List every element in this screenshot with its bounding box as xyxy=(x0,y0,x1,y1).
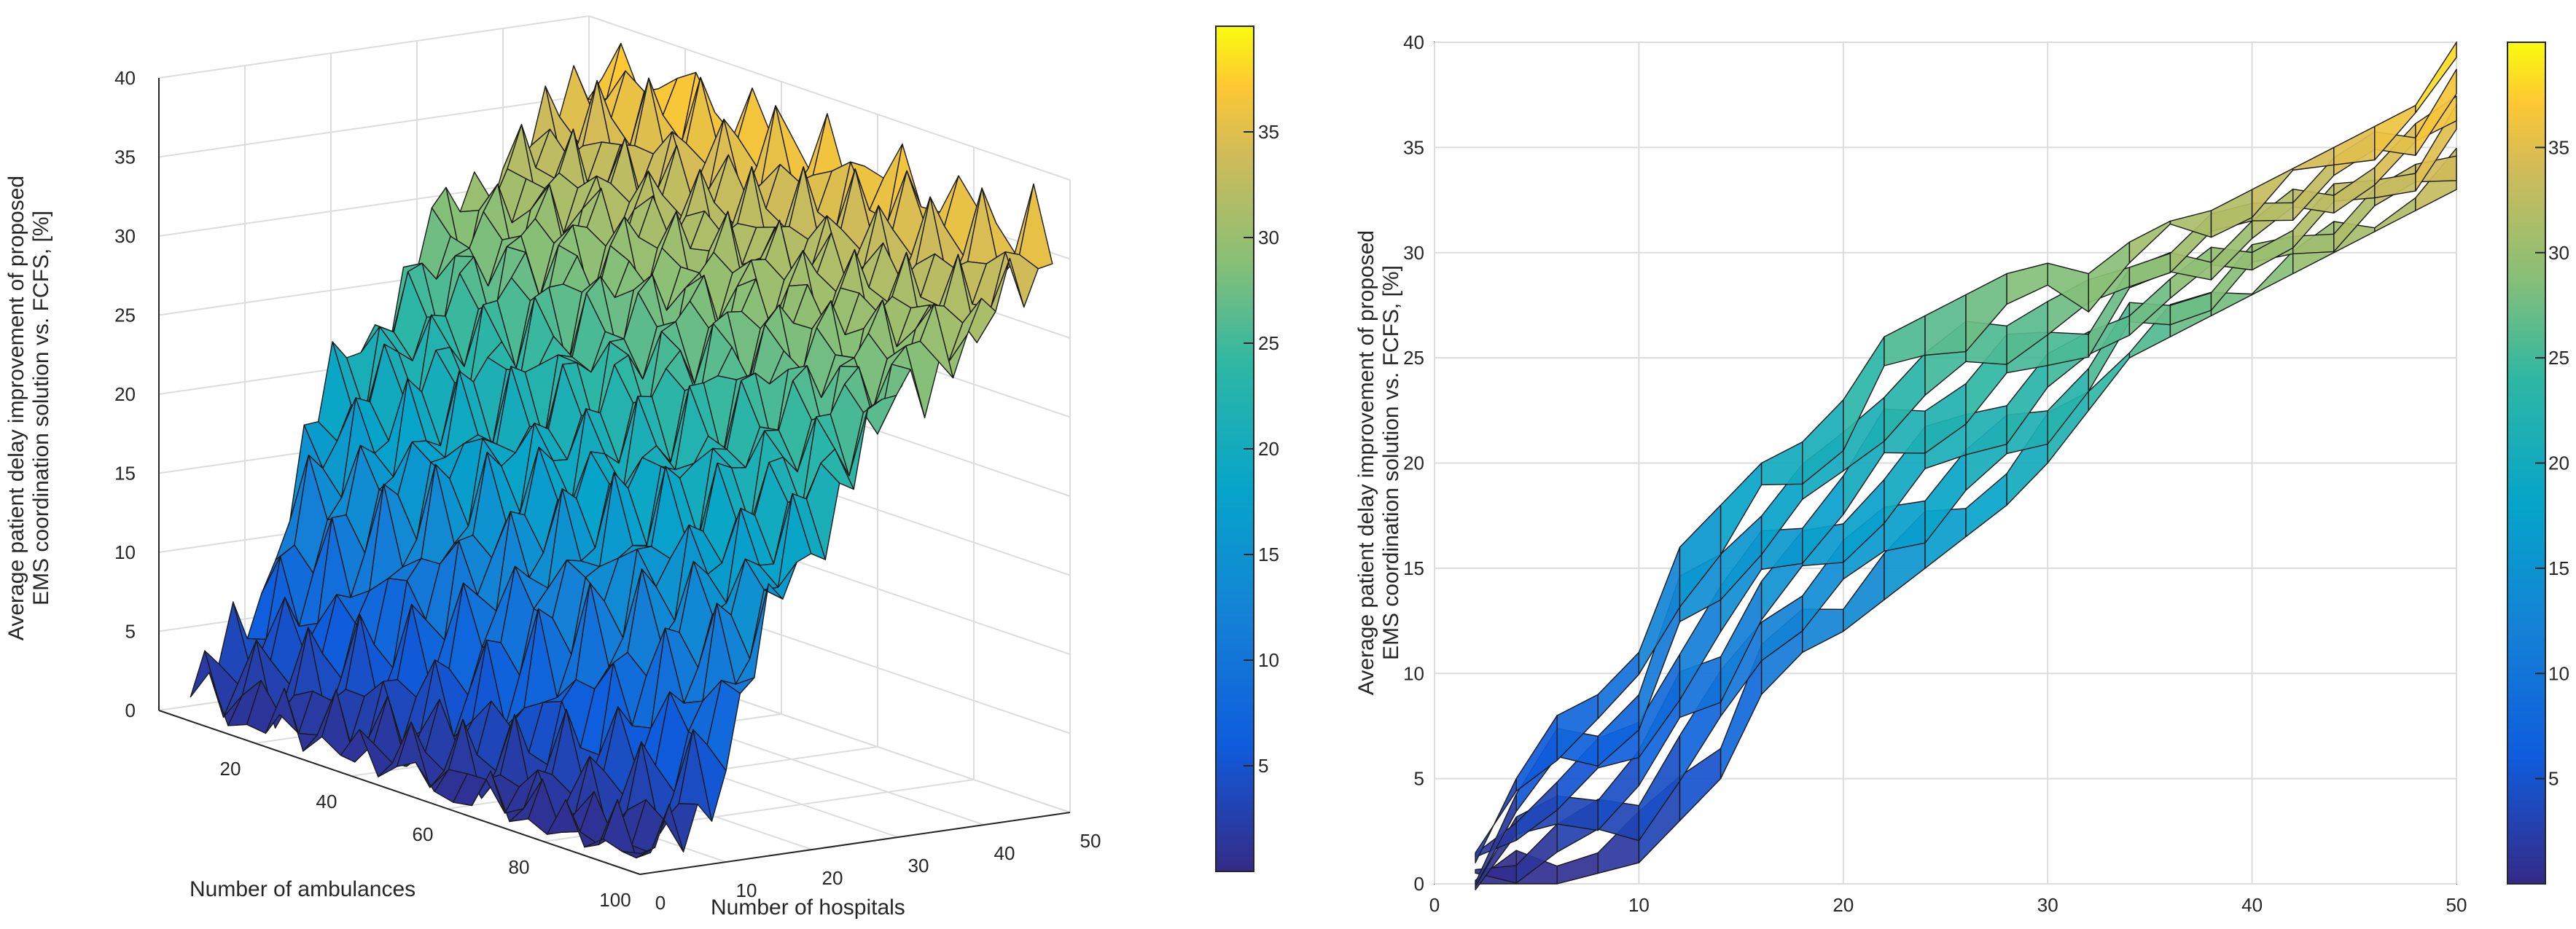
z-tick-label: 25 xyxy=(114,305,136,326)
axis-ticks: 0 10 20 30 40 50 0 5 10 15 20 25 30 35 40 xyxy=(1403,31,2467,916)
x-tick-label: 30 xyxy=(2037,894,2058,916)
colorbar-tick-label: 15 xyxy=(1258,544,1279,565)
x-tick-label: 100 xyxy=(599,889,631,911)
z-tick-label: 0 xyxy=(125,699,136,721)
y-tick-label: 35 xyxy=(1403,136,1424,158)
z-tick-label: 10 xyxy=(114,541,136,563)
z-axis-label-line2: EMS coordination solution vs. FCFS, [%] xyxy=(29,211,53,605)
y-tick-label: 5 xyxy=(1414,768,1424,790)
x-tick-label: 10 xyxy=(1628,894,1650,916)
y-axis-label: Number of hospitals xyxy=(711,895,905,920)
y-tick-label: 40 xyxy=(1403,31,1424,53)
y-tick-label: 0 xyxy=(655,892,666,914)
colorbar-tick-label: 5 xyxy=(2548,768,2559,790)
surface-patch xyxy=(2415,42,2457,114)
colorbar-tick-label: 10 xyxy=(2548,662,2569,684)
axis-line xyxy=(639,812,1071,875)
x-tick-label: 20 xyxy=(1833,894,1854,916)
colorbar-tick-label: 10 xyxy=(1258,649,1279,671)
z-tick-label: 15 xyxy=(114,463,136,485)
z-tick-label: 30 xyxy=(114,225,136,247)
y-tick-label: 10 xyxy=(736,879,757,901)
y-tick-label: 0 xyxy=(1414,873,1424,895)
colorbar-tick-label: 20 xyxy=(2548,452,2569,474)
y-tick-label: 15 xyxy=(1403,557,1424,579)
colorbar-ticks: 5 10 15 20 25 30 35 xyxy=(2535,136,2569,790)
grid-line xyxy=(588,15,1071,181)
x-tick-label: 60 xyxy=(413,823,434,845)
z-tick-label: 40 xyxy=(114,67,136,89)
colorbar-tick-label: 35 xyxy=(1258,121,1279,143)
colorbar-tick-label: 25 xyxy=(2548,347,2569,369)
z-axis-label-line1: Average patient delay improvement of pro… xyxy=(4,176,28,640)
colorbar-tick-label: 30 xyxy=(1258,227,1279,248)
y-tick-label: 40 xyxy=(994,842,1015,864)
grid-line xyxy=(158,94,590,158)
colorbar-tick-label: 30 xyxy=(2548,242,2569,264)
surface-3d-chart: 0 5 10 15 20 25 30 35 40 20 40 60 80 100 0 10 20 30 40 50 N… xyxy=(4,15,1279,920)
y-tick-label: 30 xyxy=(1403,242,1424,264)
x-tick-label: 20 xyxy=(220,758,241,780)
y-tick-label: 25 xyxy=(1403,347,1424,369)
x-axis-label: Number of ambulances xyxy=(190,877,415,901)
y-axis-label-line1: Average patient delay improvement of pro… xyxy=(1354,230,1378,695)
colorbar-ticks: 5 10 15 20 25 30 35 xyxy=(1244,121,1279,777)
z-tick-label: 35 xyxy=(114,146,136,168)
z-tick-label: 20 xyxy=(114,383,136,405)
y-tick-label: 50 xyxy=(1080,830,1101,852)
axis-line xyxy=(158,710,641,875)
z-tick-label: 5 xyxy=(125,621,136,643)
y-axis-label-line2: EMS coordination solution vs. FCFS, [%] xyxy=(1379,265,1403,660)
surface-side-view-chart: 0 10 20 30 40 50 0 5 10 15 20 25 30 35 40 Average pati… xyxy=(1354,31,2569,916)
x-tick-label: 0 xyxy=(1429,894,1440,916)
colorbar-tick-label: 5 xyxy=(1258,755,1268,777)
y-tick-label: 20 xyxy=(822,867,843,889)
x-tick-label: 40 xyxy=(2241,894,2263,916)
axis-ticks-3d: 0 5 10 15 20 25 30 35 40 20 40 60 80 100 0 10 20 30 40 50 xyxy=(114,67,1101,914)
colorbar: 5 10 15 20 25 30 35 xyxy=(2507,42,2569,885)
colorbar-tick-label: 35 xyxy=(2548,136,2569,158)
surface-patch xyxy=(2415,68,2457,157)
colorbar-tick-label: 25 xyxy=(1258,332,1279,354)
colorbar-tick-label: 15 xyxy=(2548,557,2569,579)
colorbar-tick-label: 20 xyxy=(1258,438,1279,460)
x-tick-label: 50 xyxy=(2446,894,2467,916)
grid-line xyxy=(158,15,590,79)
colorbar: 5 10 15 20 25 30 35 xyxy=(1215,26,1279,872)
x-tick-label: 80 xyxy=(509,856,530,878)
y-tick-label: 30 xyxy=(908,855,929,877)
y-tick-label: 20 xyxy=(1403,452,1424,474)
y-tick-label: 10 xyxy=(1403,662,1424,684)
surface-mesh xyxy=(1475,42,2457,890)
surface-patch xyxy=(621,847,656,859)
surface-mesh xyxy=(190,42,1053,859)
x-tick-label: 40 xyxy=(316,791,337,812)
